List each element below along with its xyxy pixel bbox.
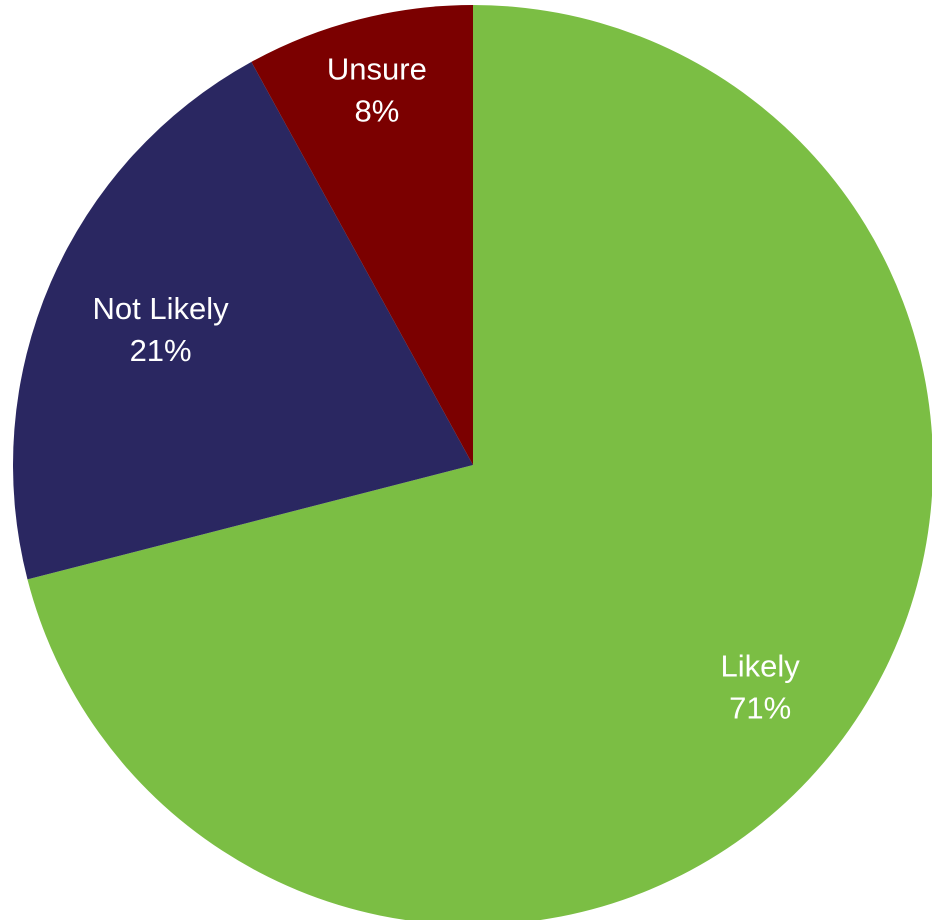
pie-slice-not-likely	[12, 61, 474, 580]
slice-category-label: Likely	[721, 649, 801, 684]
pie-slices	[12, 5, 932, 920]
pie-slice-unsure	[251, 5, 473, 465]
slice-category-label: Not Likely	[93, 291, 230, 326]
slice-percent-label: 21%	[130, 333, 192, 368]
slice-percent-label: 8%	[354, 94, 399, 129]
pie-slice-likely	[27, 5, 932, 920]
pie-labels: Likely 71% Not Likely 21% Unsure 8%	[93, 52, 801, 726]
slice-category-label: Unsure	[327, 52, 427, 87]
slice-percent-label: 71%	[729, 691, 791, 726]
